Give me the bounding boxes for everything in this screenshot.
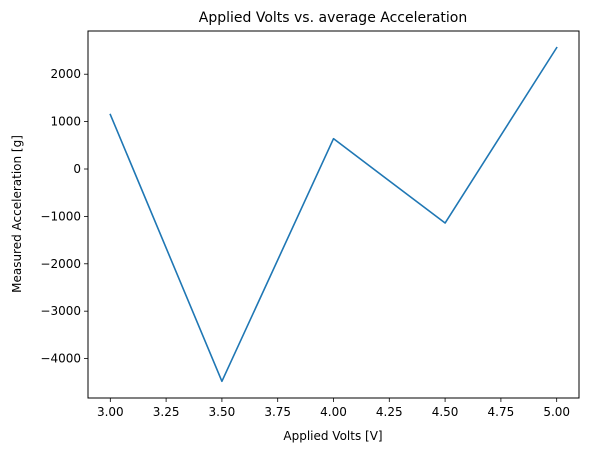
x-axis-label: Applied Volts [V]	[283, 429, 382, 443]
x-tick-label: 5.00	[543, 405, 570, 419]
y-tick-label: −2000	[40, 257, 81, 271]
x-tick-label: 4.25	[376, 405, 403, 419]
y-axis-label: Measured Acceleration [g]	[10, 135, 24, 293]
series-line-0	[109, 46, 558, 383]
y-tick-label: −4000	[40, 352, 81, 366]
x-tick-label: 3.75	[264, 405, 291, 419]
x-axis-ticks: 3.00 3.25 3.50 3.75 4.00 4.25 4.50 4.75 5.00	[97, 398, 570, 419]
y-tick-label: 2000	[50, 67, 81, 81]
x-tick-label: 4.50	[432, 405, 459, 419]
y-axis-ticks: −4000 −3000 −2000 −1000 0 1000 2000	[40, 67, 88, 366]
x-tick-label: 3.25	[153, 405, 180, 419]
x-tick-label: 3.00	[97, 405, 124, 419]
y-tick-label: 0	[73, 162, 81, 176]
y-tick-label: −3000	[40, 304, 81, 318]
y-tick-label: 1000	[50, 115, 81, 129]
x-tick-label: 3.50	[209, 405, 236, 419]
x-tick-label: 4.00	[320, 405, 347, 419]
plot-area	[109, 46, 558, 383]
chart-title: Applied Volts vs. average Acceleration	[199, 10, 468, 26]
x-tick-label: 4.75	[488, 405, 515, 419]
y-tick-label: −1000	[40, 209, 81, 223]
